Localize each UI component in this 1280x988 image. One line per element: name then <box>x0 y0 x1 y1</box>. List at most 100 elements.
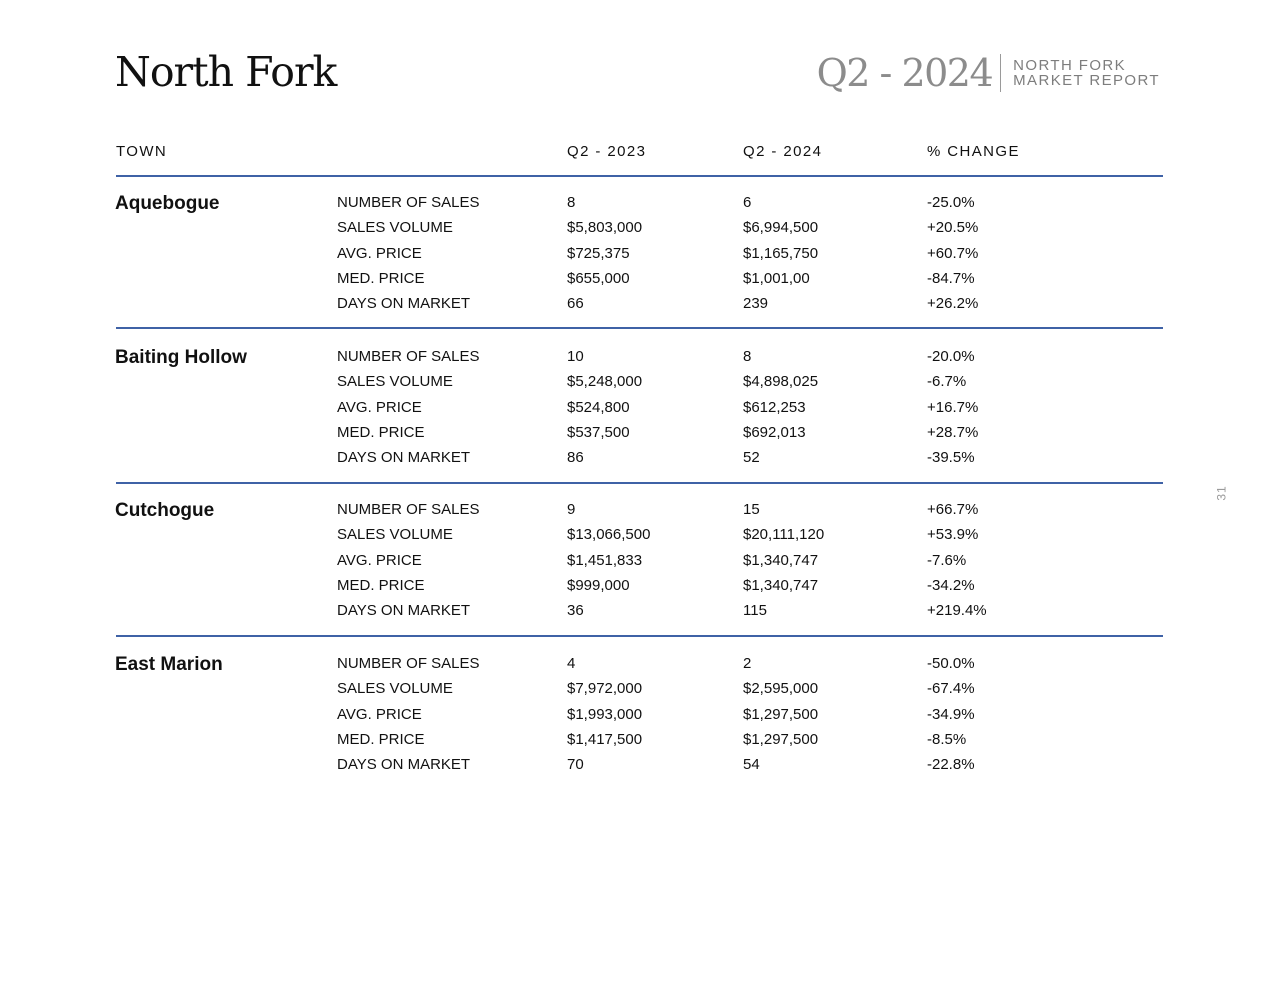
header-divider <box>1000 54 1002 92</box>
report-quarter: Q2 - 2024 <box>816 51 994 95</box>
percent-change-value: +66.7% <box>927 501 979 518</box>
percent-change-value: -50.0% <box>927 655 975 672</box>
percent-change-value: -84.7% <box>927 269 975 287</box>
percent-change-value: -67.4% <box>927 680 975 698</box>
q2-2023-value: $5,248,000 <box>567 373 643 391</box>
metric-label: MED. PRICE <box>337 576 425 594</box>
q2-2024-value: $1,340,747 <box>743 551 819 569</box>
q2-2024-value: $1,297,500 <box>743 730 819 748</box>
q2-2023-value: 9 <box>567 501 576 518</box>
table-row: NUMBER OF SALES 10 8 -20.0% <box>0 348 1280 370</box>
percent-change-value: +26.2% <box>927 295 979 313</box>
percent-change-value: -8.5% <box>927 730 967 748</box>
page-title: North Fork <box>115 48 337 96</box>
q2-2023-value: $7,972,000 <box>567 680 643 698</box>
metric-label: SALES VOLUME <box>337 219 453 237</box>
q2-2024-value: 52 <box>743 449 760 467</box>
q2-2023-value: $537,500 <box>567 423 630 441</box>
report-label: NORTH FORK MARKET REPORT <box>1013 58 1160 88</box>
metric-label: AVG. PRICE <box>337 551 422 569</box>
q2-2023-value: 86 <box>567 449 584 467</box>
q2-2023-value: $655,000 <box>567 269 630 287</box>
metric-label: AVG. PRICE <box>337 244 422 262</box>
metric-label: NUMBER OF SALES <box>337 655 480 672</box>
town-name: Baiting Hollow <box>115 347 247 368</box>
report-header: Q2 - 2024 NORTH FORK MARKET REPORT <box>817 52 1160 94</box>
q2-2024-value: 2 <box>743 655 752 672</box>
q2-2024-value: 239 <box>743 295 769 313</box>
q2-2023-value: 4 <box>567 655 576 672</box>
report-label-line1: NORTH FORK <box>1013 57 1127 74</box>
metric-label: NUMBER OF SALES <box>337 348 480 365</box>
header-rule <box>116 175 1163 177</box>
metric-label: NUMBER OF SALES <box>337 194 480 211</box>
table-row: NUMBER OF SALES 4 2 -50.0% <box>0 655 1280 677</box>
table-row: DAYS ON MARKET 36 115 +219.4% <box>0 602 1280 624</box>
q2-2024-value: 8 <box>743 348 752 365</box>
metric-label: AVG. PRICE <box>337 398 422 416</box>
q2-2023-value: 66 <box>567 295 584 313</box>
metric-label: SALES VOLUME <box>337 680 453 698</box>
q2-2024-value: $692,013 <box>743 423 806 441</box>
table-row: NUMBER OF SALES 9 15 +66.7% <box>0 501 1280 523</box>
q2-2023-value: 10 <box>567 348 584 365</box>
q2-2023-value: $524,800 <box>567 398 630 416</box>
table-row: MED. PRICE $1,417,500 $1,297,500 -8.5% <box>0 731 1280 753</box>
town-name: Aquebogue <box>115 193 220 214</box>
percent-change-value: +16.7% <box>927 398 979 416</box>
table-row: SALES VOLUME $5,248,000 $4,898,025 -6.7% <box>0 373 1280 395</box>
metric-label: DAYS ON MARKET <box>337 602 471 620</box>
page-number: 31 <box>1214 485 1229 501</box>
q2-2024-value: $4,898,025 <box>743 373 819 391</box>
q2-2024-value: 6 <box>743 194 752 211</box>
table-row: AVG. PRICE $524,800 $612,253 +16.7% <box>0 399 1280 421</box>
table-row: DAYS ON MARKET 66 239 +26.2% <box>0 295 1280 317</box>
percent-change-value: -20.0% <box>927 348 975 365</box>
q2-2024-value: $2,595,000 <box>743 680 819 698</box>
q2-2024-value: 54 <box>743 756 760 774</box>
table-row: AVG. PRICE $725,375 $1,165,750 +60.7% <box>0 245 1280 267</box>
metric-label: MED. PRICE <box>337 269 425 287</box>
percent-change-value: -39.5% <box>927 449 975 467</box>
column-header-q2-2024: Q2 - 2024 <box>743 143 823 160</box>
section-divider <box>116 482 1163 484</box>
percent-change-value: -7.6% <box>927 551 967 569</box>
report-label-line2: MARKET REPORT <box>1013 72 1160 89</box>
percent-change-value: +53.9% <box>927 526 979 544</box>
q2-2024-value: $612,253 <box>743 398 806 416</box>
q2-2024-value: $6,994,500 <box>743 219 819 237</box>
metric-label: DAYS ON MARKET <box>337 449 471 467</box>
metric-label: SALES VOLUME <box>337 373 453 391</box>
q2-2023-value: $999,000 <box>567 576 630 594</box>
q2-2024-value: $1,297,500 <box>743 705 819 723</box>
q2-2023-value: $1,993,000 <box>567 705 643 723</box>
percent-change-value: +20.5% <box>927 219 979 237</box>
town-name: Cutchogue <box>115 500 215 521</box>
q2-2024-value: $1,165,750 <box>743 244 819 262</box>
table-row: AVG. PRICE $1,451,833 $1,340,747 -7.6% <box>0 552 1280 574</box>
metric-label: SALES VOLUME <box>337 526 453 544</box>
table-row: DAYS ON MARKET 70 54 -22.8% <box>0 756 1280 778</box>
percent-change-value: -34.9% <box>927 705 975 723</box>
q2-2023-value: $1,417,500 <box>567 730 643 748</box>
table-row: MED. PRICE $655,000 $1,001,00 -84.7% <box>0 270 1280 292</box>
percent-change-value: -6.7% <box>927 373 967 391</box>
q2-2024-value: $1,340,747 <box>743 576 819 594</box>
table-row: SALES VOLUME $5,803,000 $6,994,500 +20.5% <box>0 219 1280 241</box>
metric-label: DAYS ON MARKET <box>337 295 471 313</box>
q2-2024-value: $20,111,120 <box>743 526 825 544</box>
metric-label: AVG. PRICE <box>337 705 422 723</box>
q2-2023-value: 70 <box>567 756 584 774</box>
table-row: SALES VOLUME $13,066,500 $20,111,120 +53.9% <box>0 526 1280 548</box>
q2-2024-value: 115 <box>743 602 767 620</box>
column-header-town: TOWN <box>116 143 168 160</box>
percent-change-value: -22.8% <box>927 756 975 774</box>
section-divider <box>116 327 1163 329</box>
percent-change-value: +219.4% <box>927 602 987 620</box>
q2-2023-value: $5,803,000 <box>567 219 643 237</box>
table-row: MED. PRICE $999,000 $1,340,747 -34.2% <box>0 577 1280 599</box>
q2-2023-value: $1,451,833 <box>567 551 643 569</box>
percent-change-value: +28.7% <box>927 423 979 441</box>
section-divider <box>116 635 1163 637</box>
table-row: SALES VOLUME $7,972,000 $2,595,000 -67.4% <box>0 680 1280 702</box>
